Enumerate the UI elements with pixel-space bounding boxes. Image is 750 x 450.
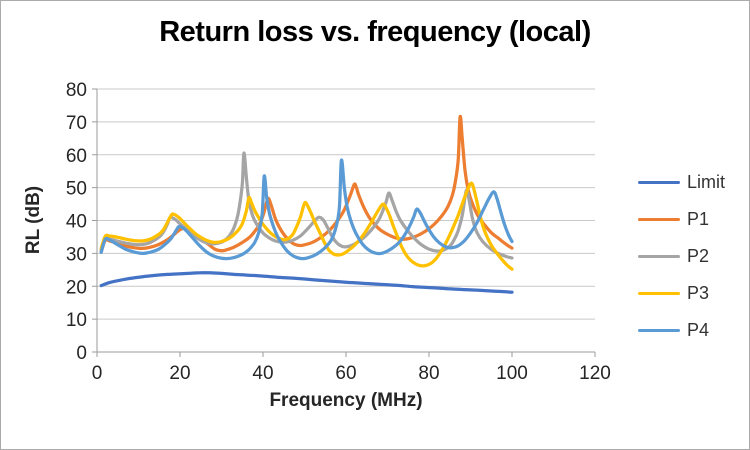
y-tick-label: 30 [66,244,87,265]
legend-swatch-p2 [638,254,680,258]
y-tick-label: 10 [66,310,87,331]
legend-item-limit: Limit [638,171,725,193]
legend-label: P1 [687,208,710,229]
x-tick-label: 60 [335,363,356,384]
x-tick-label: 0 [92,363,103,384]
legend-item-p4: P4 [638,319,725,341]
y-tick-label: 60 [66,146,87,167]
x-tick-label: 120 [579,363,611,384]
legend-swatch-p1 [638,217,680,221]
series-line-p4 [99,158,514,261]
legend: Limit P1 P2 P3 P4 [638,171,725,341]
legend-label: Limit [687,171,726,192]
legend-label: P2 [687,245,710,266]
legend-label: P4 [687,319,710,340]
y-tick-label: 20 [66,277,87,298]
legend-swatch-p4 [638,328,680,332]
series-line-p3 [99,181,514,271]
y-axis-title: RL (dB) [23,185,44,255]
x-tick-label: 80 [418,363,439,384]
chart-title: Return loss vs. frequency (local) [159,16,591,48]
legend-swatch-p3 [638,291,680,295]
y-tick-label: 80 [66,80,87,101]
legend-item-p1: P1 [638,208,725,230]
x-tick-label: 100 [496,363,528,384]
x-tick-label: 20 [169,363,190,384]
legend-item-p2: P2 [638,245,725,267]
y-tick-label: 70 [66,113,87,134]
x-tick-label: 40 [252,363,273,384]
legend-item-p3: P3 [638,282,725,304]
series-line-limit [99,271,514,294]
y-tick-label: 40 [66,212,87,233]
legend-label: P3 [687,282,710,303]
y-tick-label: 0 [76,343,87,364]
y-tick-label: 50 [66,179,87,200]
legend-swatch-limit [638,180,680,184]
x-axis-title: Frequency (MHz) [269,390,423,411]
